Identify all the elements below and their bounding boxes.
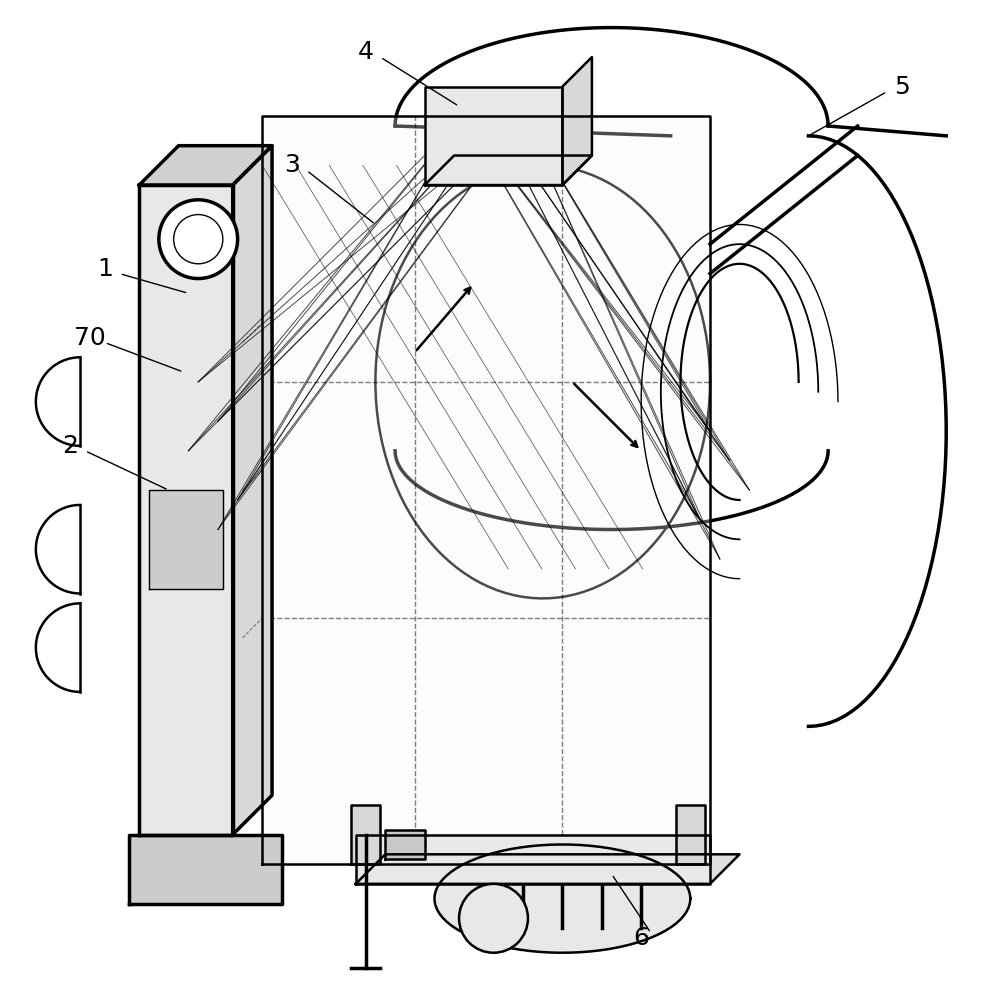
Circle shape bbox=[159, 200, 238, 279]
Polygon shape bbox=[424, 156, 592, 185]
Polygon shape bbox=[350, 805, 380, 864]
Polygon shape bbox=[139, 185, 233, 835]
Polygon shape bbox=[355, 835, 709, 884]
Text: 1: 1 bbox=[97, 257, 112, 281]
Polygon shape bbox=[355, 854, 739, 884]
Polygon shape bbox=[434, 844, 689, 953]
Polygon shape bbox=[424, 87, 562, 185]
Polygon shape bbox=[139, 146, 272, 185]
Circle shape bbox=[174, 215, 223, 264]
Polygon shape bbox=[674, 805, 704, 864]
Polygon shape bbox=[129, 835, 282, 904]
Text: 6: 6 bbox=[632, 926, 649, 950]
Polygon shape bbox=[262, 116, 709, 864]
Text: 2: 2 bbox=[62, 434, 78, 458]
Polygon shape bbox=[149, 490, 223, 589]
Text: 5: 5 bbox=[893, 75, 909, 99]
Text: 3: 3 bbox=[284, 153, 300, 177]
Polygon shape bbox=[233, 146, 272, 835]
Circle shape bbox=[458, 884, 528, 953]
Polygon shape bbox=[562, 57, 592, 185]
Text: 4: 4 bbox=[357, 40, 373, 64]
Polygon shape bbox=[385, 830, 424, 859]
Text: 70: 70 bbox=[74, 326, 106, 350]
